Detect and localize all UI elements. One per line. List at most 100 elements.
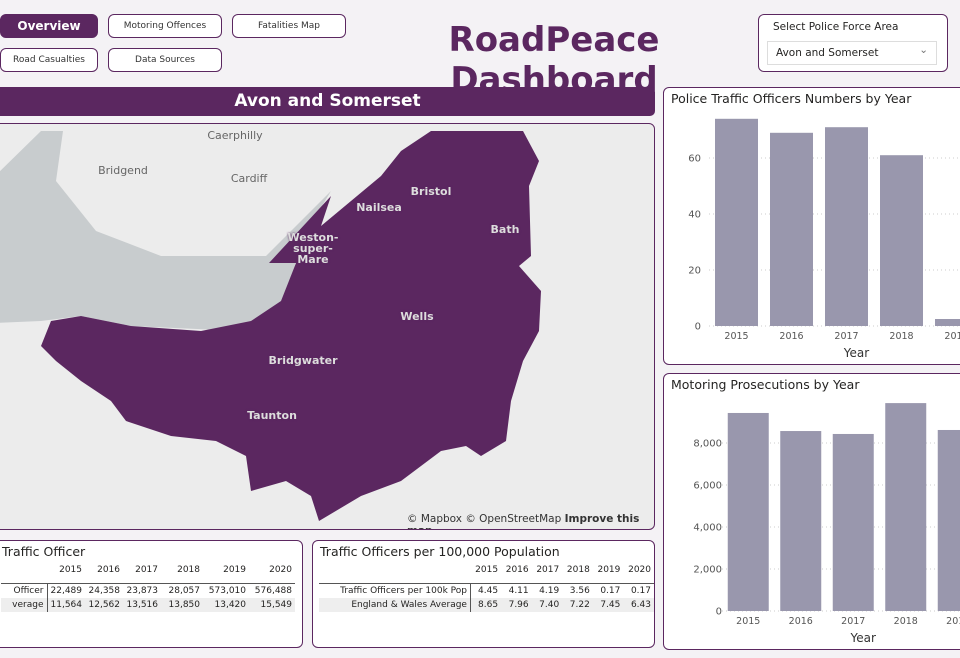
dropdown[interactable]: Avon and Somerset ⌄ [767,41,937,65]
x-tick-label: 2019 [946,616,960,627]
cell: 6.43 [630,600,651,610]
bar [727,412,769,611]
attribution-text: © Mapbox © OpenStreetMap [407,513,562,525]
y-tick-label: 6,000 [693,481,722,492]
x-tick-label: 2015 [736,616,760,627]
bar [825,127,868,326]
chart-panel: Police Traffic Officers Numbers by Year 0… [663,87,960,365]
chart: 0 2,000 4,000 6,000 8,000 2015 2016 2017 2018 201… [693,403,960,645]
map-label: Wells [400,310,434,323]
cell: 13,420 [214,600,247,610]
x-tick-label: 2019 [944,331,960,342]
row-label: verage [1,598,48,612]
table-panel: Traffic Officers per 100,000 Population 2… [312,540,655,648]
table: 2015 2016 2017 2018 2019 2020 Officer 22,489 24,… [1,563,295,612]
cell: 7.45 [600,600,621,610]
bar [770,132,813,326]
bar [880,155,923,326]
map-label: Nailsea [356,201,402,214]
cell: 7.96 [508,600,529,610]
table-row: verage 11,564 12,562 13,516 13,850 13,420 15,5… [1,598,295,612]
corner [319,563,470,584]
cell: 7.22 [569,600,590,610]
filter: Select Police Force Area Avon and Somers… [758,14,948,72]
cell: 12,562 [88,600,121,610]
cell: 15,549 [260,600,293,610]
x-tick-label: 2016 [779,331,803,342]
table-title: Traffic Officer [2,544,86,559]
y-tick-label: 0 [695,322,701,333]
cell: 23,873 [126,586,159,596]
table-row: Officer 22,489 24,358 23,873 28,057 573,010 57… [1,583,295,598]
column-header: 2015 [475,565,499,575]
table-title: Traffic Officers per 100,000 Population [320,544,560,559]
row-label: Officer [1,583,48,598]
x-tick-label: 2018 [889,331,913,342]
bar [935,319,960,326]
cell: 28,057 [168,586,201,596]
x-tick-label: 2017 [834,331,858,342]
column-header: 2019 [223,565,246,575]
map-label: Bridgwater [268,354,338,367]
cell: 4.45 [478,586,499,596]
chart-panel: Motoring Prosecutions by Year 0 2,000 4,000… [663,373,960,650]
nav-button[interactable]: Data Sources [108,48,222,72]
row-label: Traffic Officers per 100k Pop [319,583,471,598]
cell: 3.56 [569,586,590,596]
cell: 24,358 [88,586,121,596]
map-label: Cardiff [230,172,268,185]
nav-button[interactable]: Overview [0,14,98,38]
nav-button[interactable]: Motoring Offences [108,14,222,38]
column-header: 2015 [59,565,82,575]
nav-button[interactable]: Road Casualties [0,48,98,72]
x-tick-label: 2018 [894,616,918,627]
map-label: Bridgend [98,164,148,177]
nav-button[interactable]: Fatalities Map [232,14,346,38]
attribution: © Mapbox © OpenStreetMap Improve this ma… [407,513,654,529]
row-label: England & Wales Average [319,598,471,612]
column-header: 2018 [177,565,200,575]
cell: 7.40 [539,600,560,610]
chart-title: Police Traffic Officers Numbers by Year [671,91,912,106]
cell: 13,516 [126,600,159,610]
cell: 0.17 [630,586,651,596]
column-header: 2016 [505,565,529,575]
x-tick-label: 2015 [724,331,748,342]
map-label: Taunton [247,409,297,422]
y-tick-label: 60 [688,154,701,165]
y-tick-label: 40 [688,210,701,221]
cell: 8.65 [478,600,499,610]
improve-link[interactable]: Improve this map [407,513,640,529]
cell: 22,489 [50,586,83,596]
y-tick-label: 8,000 [693,439,722,450]
table-row: England & Wales Average 8.65 7.96 7.40 7.22 7… [319,598,654,612]
column-header: 2020 [269,565,292,575]
cell: 4.19 [539,586,560,596]
sea [0,131,331,331]
cell: 4.11 [508,586,529,596]
y-tick-label: 4,000 [693,523,722,534]
column-header: 2018 [566,565,590,575]
cell: 13,850 [168,600,201,610]
map-label: Weston-super-Mare [287,231,339,266]
chart-title: Motoring Prosecutions by Year [671,377,860,392]
table-panel: Traffic Officer 2015 2016 2017 2018 2019 2020 O… [0,540,303,648]
dropdown-value: Avon and Somerset [776,47,879,59]
map[interactable]: Caerphilly Bridgend Cardiff Bristol Nailsea B… [0,123,655,530]
column-header: 2020 [628,565,651,575]
bar [780,431,822,611]
cell: 11,564 [50,600,83,610]
map-label: Bath [490,223,520,236]
map-label: Bristol [410,185,452,198]
region-shape [41,131,541,521]
cell: 576,488 [254,586,292,596]
column-header: 2017 [536,565,560,575]
column-header: 2019 [597,565,621,575]
x-tick-label: 2016 [789,616,813,627]
table: 2015 2016 2017 2018 2019 2020 Traffic Officers… [319,563,654,612]
column-header: 2017 [135,565,158,575]
x-axis-label: Year [843,346,869,360]
x-tick-label: 2017 [841,616,865,627]
y-tick-label: 20 [688,266,701,277]
